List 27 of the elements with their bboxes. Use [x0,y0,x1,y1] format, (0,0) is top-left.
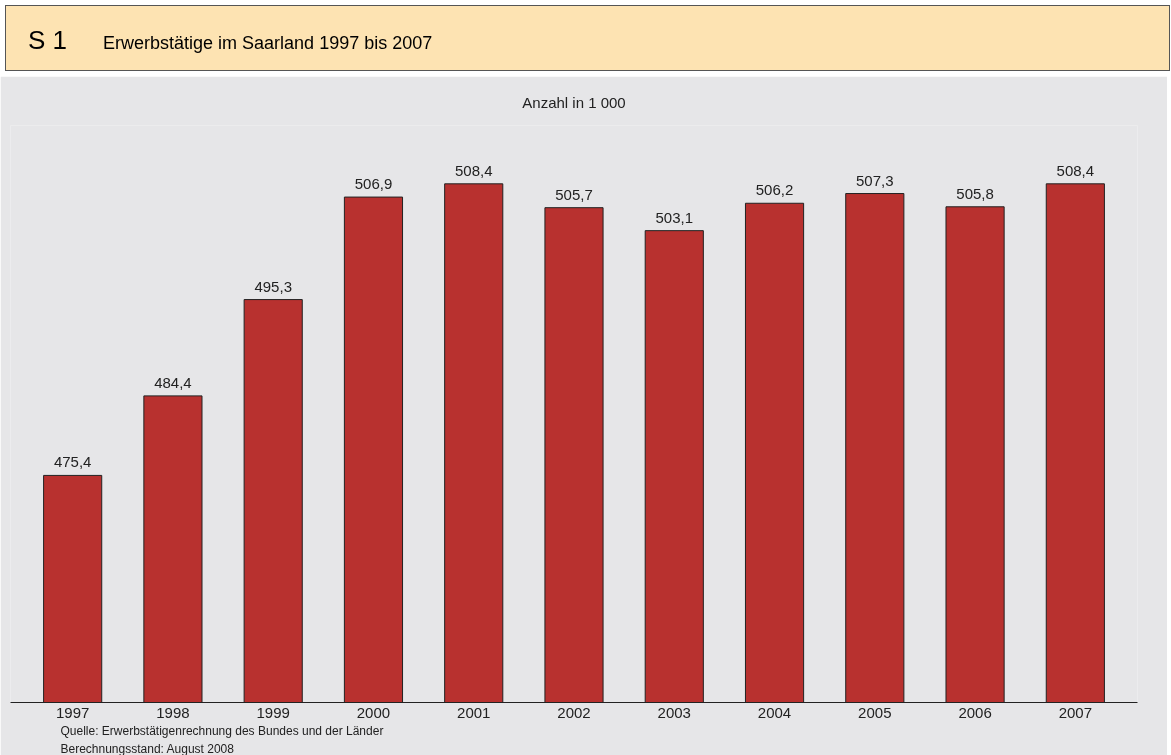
chart-subtitle: Anzahl in 1 000 [522,93,626,111]
data-label: 508,4 [454,161,493,179]
data-label: 484,4 [154,373,192,391]
x-tick-label: 1997 [55,703,90,721]
x-tick-label: 2003 [657,703,691,721]
x-tick-label: 1999 [256,703,290,721]
data-label: 508,4 [1056,161,1095,179]
source-note: Quelle: Erwerbstätigenrechnung des Bundes und der Länder [60,723,384,738]
x-tick-label: 2006 [958,703,992,721]
data-label: 505,7 [555,185,593,203]
x-tick-label: 2004 [757,703,792,721]
data-label: 506,9 [354,175,393,193]
data-label: 505,8 [956,184,994,202]
x-tick-label: 2000 [356,703,391,721]
data-label: 503,1 [655,208,694,226]
x-tick-label: 2002 [557,703,591,721]
data-label: 507,3 [856,171,894,189]
data-label: 475,4 [53,453,92,471]
x-tick-label: 1998 [156,703,190,721]
x-tick-label: 2001 [457,703,491,721]
data-label: 495,3 [254,277,292,295]
chart-title: Erwerbstätige im Saarland 1997 bis 2007 [103,33,433,53]
data-label: 506,2 [755,181,794,199]
x-tick-label: 2007 [1058,703,1093,721]
text: Berechnungsstand: August 2008 [60,741,235,755]
text: S 1 [28,25,68,55]
x-tick-label: 2005 [858,703,892,721]
